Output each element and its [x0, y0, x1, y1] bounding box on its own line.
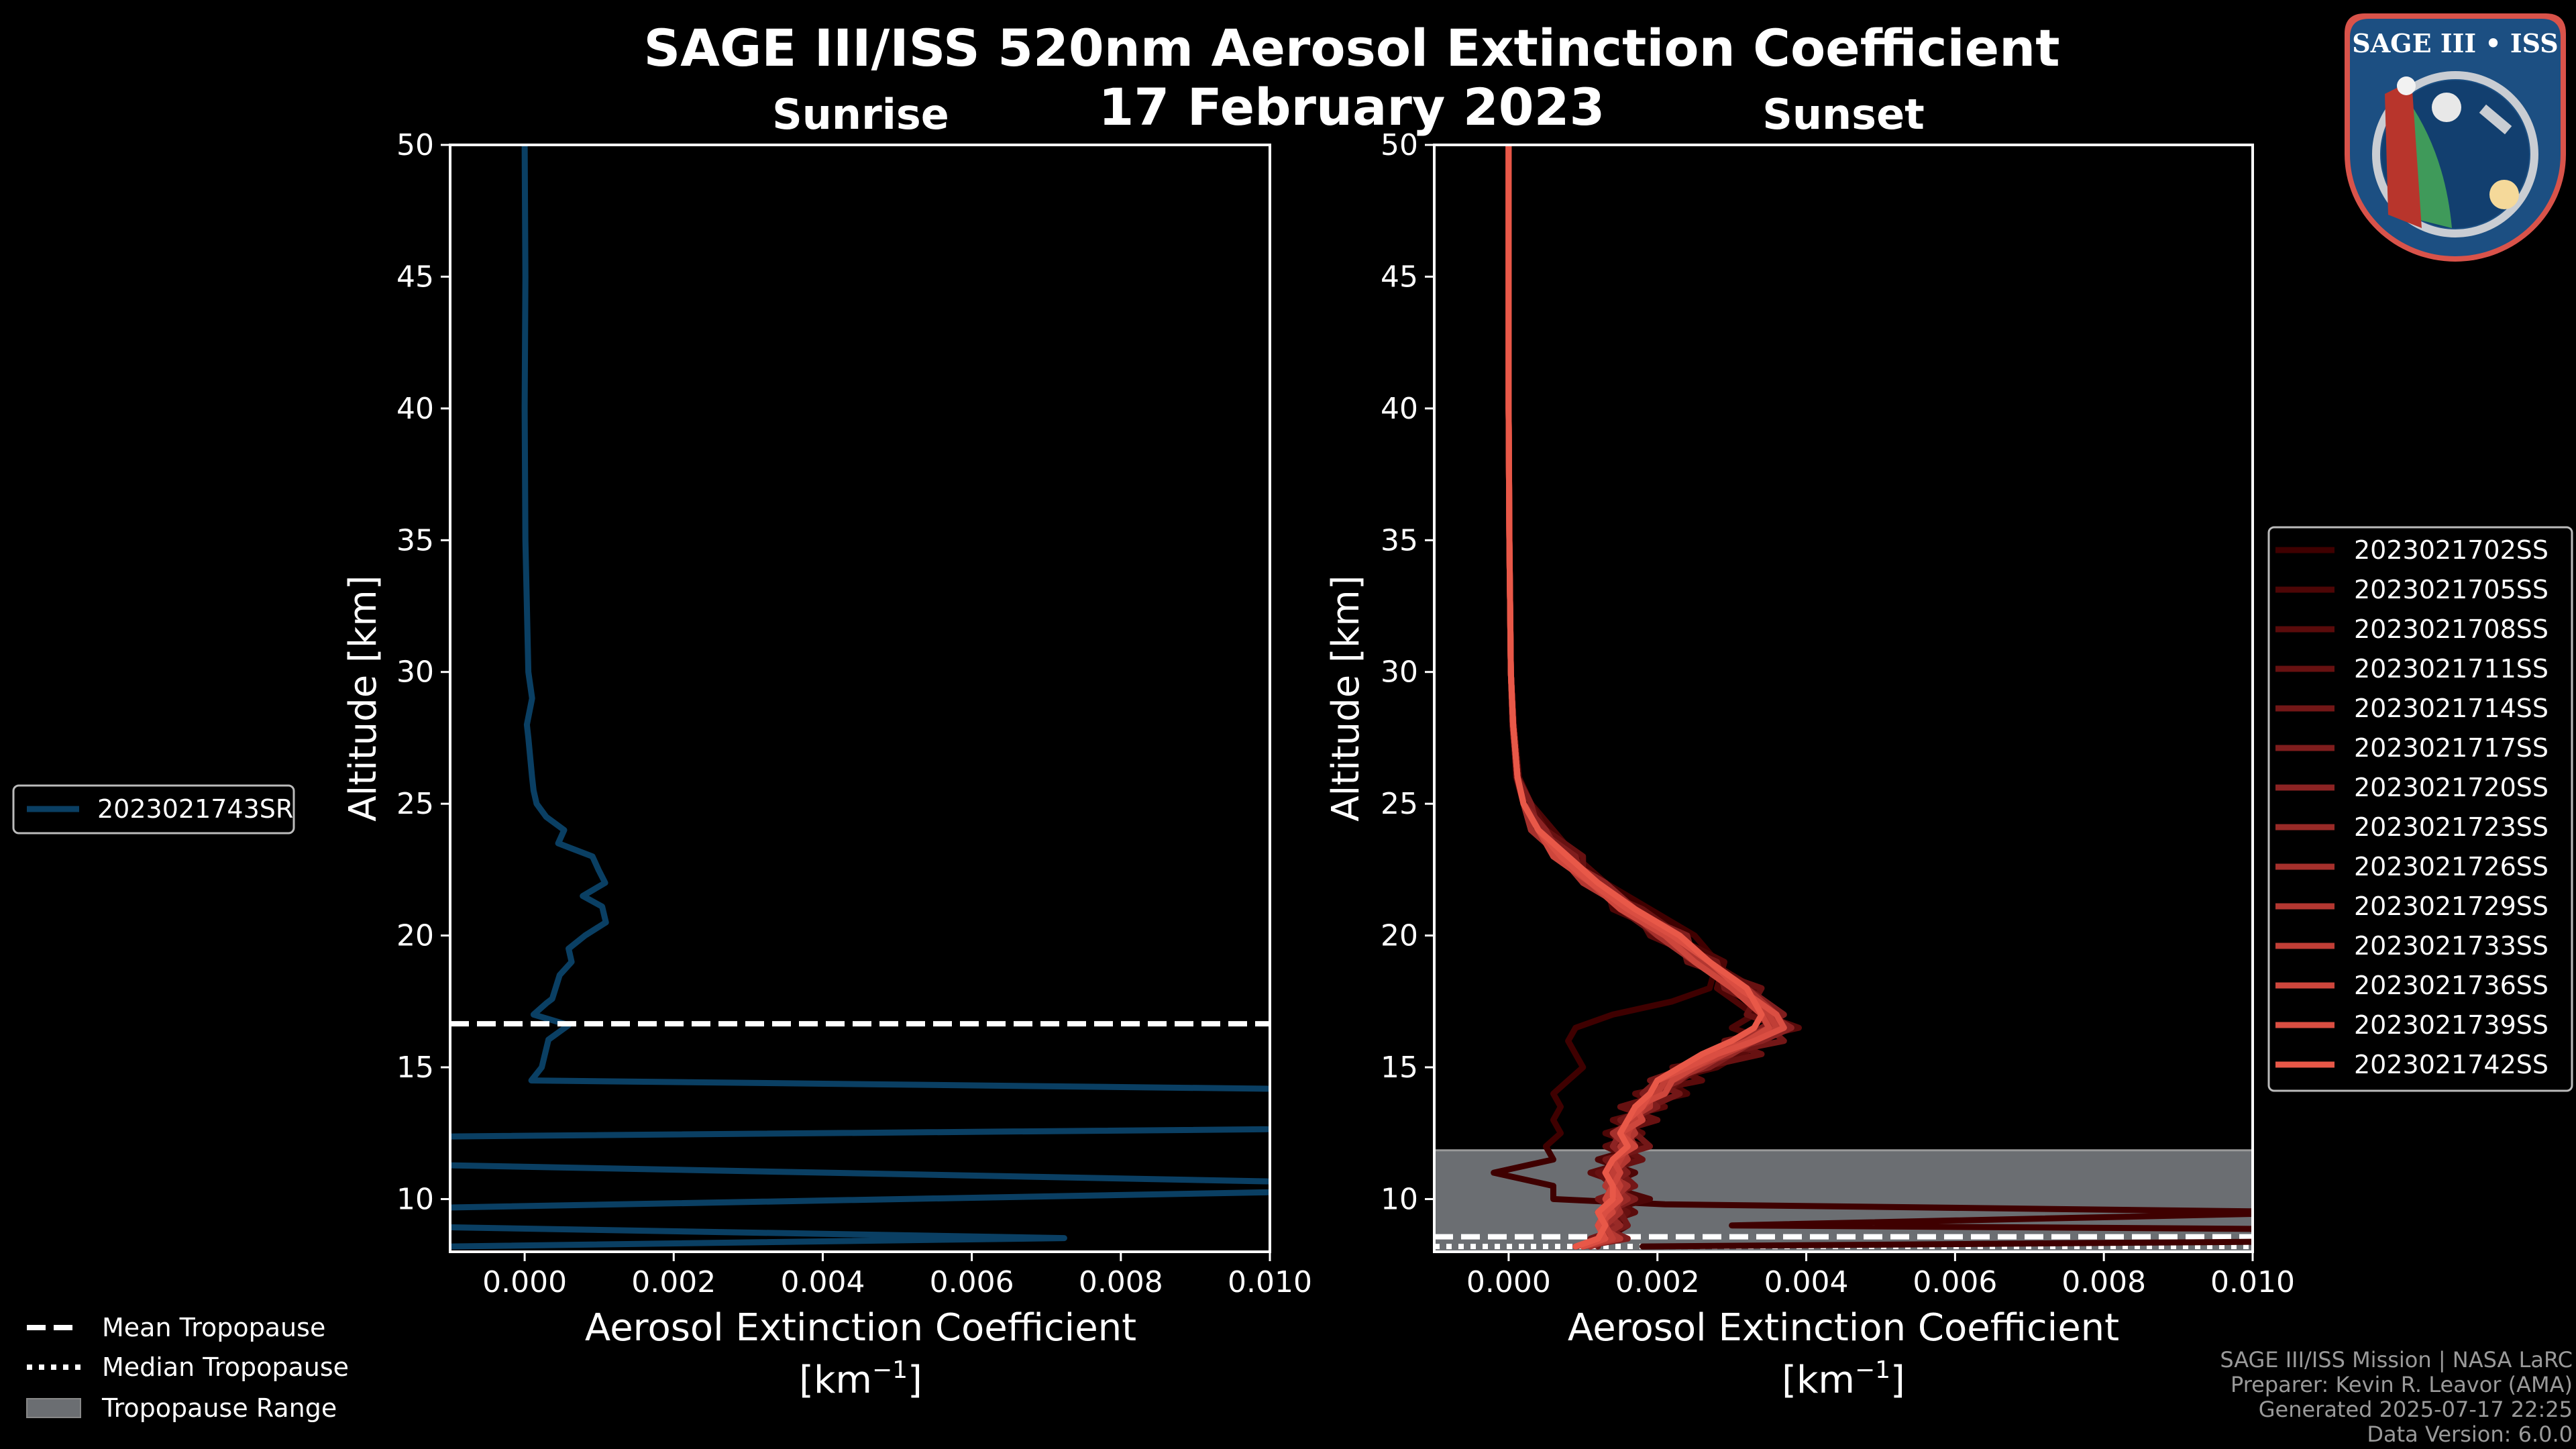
series-line-2023021743SR [450, 145, 1270, 1250]
y-tick-label: 20 [396, 919, 434, 953]
series-line-2023021702SS [1491, 145, 2253, 1250]
legend-label: 2023021702SS [2354, 535, 2548, 565]
sunset-plot-area [1434, 145, 2253, 1252]
sunrise-title: Sunrise [772, 90, 949, 139]
x-tick-label: 0.004 [1764, 1265, 1849, 1299]
y-tick-label: 50 [1381, 128, 1418, 162]
footer-line: Preparer: Kevin R. Leavor (AMA) [2231, 1372, 2573, 1397]
legend-label: 2023021743SR [97, 794, 293, 824]
mean-tropopause-label: Mean Tropopause [102, 1313, 325, 1342]
tropopause-range-label: Tropopause Range [101, 1393, 337, 1423]
series-line-2023021736SS [1505, 145, 1772, 1250]
series-line-2023021714SS [1505, 145, 1787, 1250]
tropopause-range-swatch [26, 1398, 81, 1418]
chart-date: 17 February 2023 [1099, 77, 1605, 137]
y-tick-label: 15 [396, 1051, 434, 1085]
x-tick-label: 0.004 [780, 1265, 865, 1299]
sunrise-axes-frame [449, 144, 1271, 1253]
footer-line: Generated 2025-07-17 22:25 [2259, 1397, 2573, 1422]
series-line-2023021723SS [1505, 145, 1780, 1250]
svg-text:SAGE III • ISS: SAGE III • ISS [2352, 28, 2558, 58]
legend-label: 2023021711SS [2354, 654, 2548, 684]
legend-label: 2023021729SS [2354, 892, 2548, 921]
legend-label: 2023021708SS [2354, 614, 2548, 644]
x-tick-label: 0.010 [1228, 1265, 1312, 1299]
legend-label: 2023021733SS [2354, 931, 2548, 961]
legend-label: 2023021742SS [2354, 1050, 2548, 1079]
sunrise-legend: 2023021743SR [12, 784, 295, 835]
median-tropopause-label: Median Tropopause [102, 1352, 349, 1382]
legend-label: 2023021723SS [2354, 812, 2548, 842]
y-tick-label: 50 [396, 128, 434, 162]
sunset-axes-frame [1433, 144, 2254, 1253]
y-tick-label: 10 [1381, 1182, 1418, 1216]
sunset-title: Sunset [1762, 90, 1925, 139]
series-line-2023021742SS [1505, 145, 1765, 1250]
y-tick-label: 40 [396, 392, 434, 426]
y-tick-label: 15 [1381, 1051, 1418, 1085]
y-tick-label: 25 [396, 787, 434, 821]
x-tick-label: 0.006 [1913, 1265, 1997, 1299]
y-tick-label: 35 [1381, 523, 1418, 557]
footer-credits: SAGE III/ISS Mission | NASA LaRC Prepare… [2220, 1347, 2573, 1447]
x-tick-label: 0.002 [1615, 1265, 1700, 1299]
y-tick-label: 30 [396, 655, 434, 690]
sunset-y-label: Altitude [km] [1324, 575, 1368, 821]
legend-label: 2023021726SS [2354, 852, 2548, 881]
legend-label: 2023021714SS [2354, 694, 2548, 723]
sage-iii-iss-logo: SAGE III • ISS [2345, 13, 2566, 262]
footer-line: Data Version: 6.0.0 [2367, 1421, 2573, 1447]
legend-label: 2023021717SS [2354, 733, 2548, 763]
sunrise-x-unit: [km−1] [799, 1356, 922, 1402]
x-tick-label: 0.008 [1079, 1265, 1163, 1299]
series-line-2023021711SS [1505, 145, 1787, 1250]
y-tick-label: 20 [1381, 919, 1418, 953]
x-tick-label: 0.008 [2061, 1265, 2146, 1299]
y-tick-label: 25 [1381, 787, 1418, 821]
chart-title: SAGE III/ISS 520nm Aerosol Extinction Co… [643, 18, 2059, 78]
sunset-x-unit: [km−1] [1782, 1356, 1905, 1402]
sunrise-plot-area [450, 145, 1270, 1250]
x-tick-label: 0.006 [930, 1265, 1014, 1299]
sunrise-panel: 0.000 0.002 0.004 0.006 0.008 0.010 10 15 20 25 30… [396, 128, 1312, 1299]
sunrise-x-label: Aerosol Extinction Coefficient [585, 1306, 1136, 1350]
x-tick-label: 0.000 [482, 1265, 567, 1299]
x-tick-label: 0.010 [2210, 1265, 2295, 1299]
sunset-x-label: Aerosol Extinction Coefficient [1568, 1306, 2119, 1350]
y-tick-label: 40 [1381, 392, 1418, 426]
series-line-2023021726SS [1505, 145, 1780, 1250]
y-tick-label: 45 [396, 260, 434, 294]
footer-line: SAGE III/ISS Mission | NASA LaRC [2220, 1347, 2573, 1373]
y-tick-label: 45 [1381, 260, 1418, 294]
legend-label: 2023021705SS [2354, 575, 2548, 604]
legend-label: 2023021736SS [2354, 971, 2548, 1000]
legend-label: 2023021720SS [2354, 773, 2548, 802]
series-line-2023021705SS [1505, 145, 1772, 1250]
x-tick-label: 0.000 [1466, 1265, 1551, 1299]
y-tick-label: 10 [396, 1182, 434, 1216]
series-line-2023021739SS [1505, 145, 1787, 1250]
legend-label: 2023021739SS [2354, 1010, 2548, 1040]
y-tick-label: 35 [396, 523, 434, 557]
series-line-2023021729SS [1505, 145, 1787, 1250]
sunrise-y-label: Altitude [km] [341, 575, 385, 821]
series-line-2023021733SS [1505, 145, 1780, 1250]
tropopause-legend: Mean Tropopause Median Tropopause Tropop… [26, 1313, 349, 1423]
series-line-2023021717SS [1505, 145, 1787, 1250]
y-tick-label: 30 [1381, 655, 1418, 690]
sunset-legend: 2023021702SS 2023021705SS 2023021708SS 2023… [2267, 526, 2573, 1092]
x-tick-label: 0.002 [631, 1265, 716, 1299]
sunset-panel: 0.000 0.002 0.004 0.006 0.008 0.010 10 15 20 25 30… [1381, 128, 2295, 1299]
